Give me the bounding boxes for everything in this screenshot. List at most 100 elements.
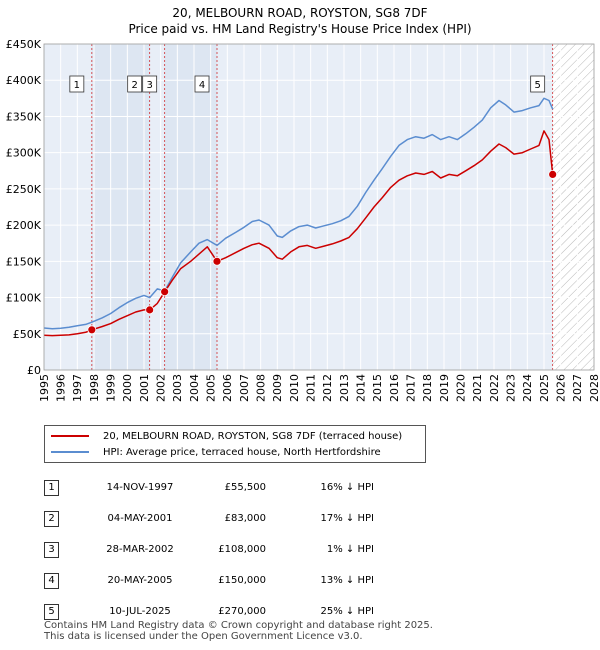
sale-number-box	[127, 75, 143, 93]
sale-hpi-diff: 13% ↓ HPI	[320, 575, 374, 586]
sale-badge: 3	[44, 541, 59, 558]
x-tick-label: 1997	[71, 374, 84, 402]
x-tick-label: 2028	[588, 374, 600, 402]
x-tick-label: 2021	[471, 374, 484, 402]
sale-number-box	[194, 75, 210, 93]
sale-hpi-diff: 25% ↓ HPI	[320, 606, 374, 617]
sale-number-label: 5	[534, 80, 540, 91]
x-tick-label: 2013	[338, 374, 351, 402]
x-tick-label: 2003	[171, 374, 184, 402]
sale-number-box	[530, 75, 546, 93]
sale-band	[164, 44, 217, 370]
sale-number-label: 3	[146, 80, 152, 91]
sale-band	[91, 44, 150, 370]
x-tick-label: 2018	[421, 374, 434, 402]
legend-item-hpi: HPI: Average price, terraced house, Nort…	[51, 444, 381, 460]
x-tick-label: 2016	[388, 374, 401, 402]
x-tick-label: 1998	[88, 374, 101, 402]
x-tick-label: 2022	[488, 374, 501, 402]
y-tick-label: £450K	[6, 38, 42, 51]
sale-number-box	[69, 75, 85, 93]
future-hatch	[552, 44, 594, 370]
table-row: 2 04-MAY-2001 £83,000 17% ↓ HPI	[44, 503, 374, 534]
x-tick-label: 2002	[155, 374, 168, 402]
y-tick-label: £100K	[6, 292, 42, 305]
footer-licence: This data is licensed under the Open Gov…	[44, 631, 363, 642]
table-row: 1 14-NOV-1997 £55,500 16% ↓ HPI	[44, 472, 374, 503]
sale-price: £55,500	[224, 482, 266, 493]
sale-badge: 1	[44, 479, 59, 496]
property-line	[44, 130, 554, 337]
x-tick-label: 2027	[571, 374, 584, 402]
footer-copyright: Contains HM Land Registry data © Crown c…	[44, 620, 433, 631]
sale-price: £150,000	[218, 575, 266, 586]
x-tick-label: 2000	[121, 374, 134, 402]
sale-badge: 5	[44, 603, 59, 620]
chart-title: 20, MELBOURN ROAD, ROYSTON, SG8 7DF	[172, 6, 428, 20]
price-chart: 1 2 3 4 5£0£50K£100K£150K£200K£250K£300K£350…	[6, 38, 600, 402]
sale-price: £270,000	[218, 606, 266, 617]
sales-table: 1 14-NOV-1997 £55,500 16% ↓ HPI 2 04-MAY…	[44, 472, 374, 627]
sale-marker	[160, 287, 170, 297]
sale-badge: 4	[44, 572, 59, 589]
sale-number-label: 4	[199, 80, 205, 91]
y-tick-label: £0	[27, 364, 41, 377]
x-tick-label: 2023	[505, 374, 518, 402]
sale-price: £108,000	[218, 544, 266, 555]
y-tick-label: £400K	[6, 74, 42, 87]
x-tick-label: 2004	[188, 374, 201, 402]
y-tick-label: £350K	[6, 110, 42, 123]
x-tick-label: 2005	[205, 374, 218, 402]
sale-hpi-diff: 17% ↓ HPI	[320, 513, 374, 524]
legend-swatch-hpi	[51, 451, 89, 453]
table-row: 4 20-MAY-2005 £150,000 13% ↓ HPI	[44, 565, 374, 596]
chart-subtitle: Price paid vs. HM Land Registry's House …	[128, 22, 472, 36]
y-tick-label: £250K	[6, 183, 42, 196]
sale-number-box	[142, 75, 158, 93]
x-tick-label: 2007	[238, 374, 251, 402]
y-tick-label: £150K	[6, 255, 42, 268]
sale-hpi-diff: 16% ↓ HPI	[320, 482, 374, 493]
sale-marker	[145, 305, 155, 315]
x-tick-label: 2012	[321, 374, 334, 402]
sale-date: 04-MAY-2001	[107, 513, 173, 524]
x-tick-label: 2001	[138, 374, 151, 402]
sale-badge: 2	[44, 510, 59, 527]
legend-item-property: 20, MELBOURN ROAD, ROYSTON, SG8 7DF (ter…	[51, 428, 402, 444]
legend-swatch-property	[51, 435, 89, 437]
sale-date: 14-NOV-1997	[106, 482, 174, 493]
x-tick-label: 2020	[455, 374, 468, 402]
x-tick-label: 2026	[555, 374, 568, 402]
sale-date: 28-MAR-2002	[106, 544, 174, 555]
y-tick-label: £50K	[13, 328, 42, 341]
x-tick-label: 2011	[305, 374, 318, 402]
x-tick-label: 2015	[371, 374, 384, 402]
y-tick-label: £200K	[6, 219, 42, 232]
sale-marker	[87, 325, 97, 335]
legend-label-property: 20, MELBOURN ROAD, ROYSTON, SG8 7DF (ter…	[103, 430, 403, 442]
sale-number-label: 2	[131, 80, 137, 91]
x-tick-label: 1995	[38, 374, 51, 402]
table-row: 3 28-MAR-2002 £108,000 1% ↓ HPI	[44, 534, 374, 565]
x-tick-label: 2019	[438, 374, 451, 402]
x-tick-label: 1999	[105, 374, 118, 402]
x-tick-label: 2006	[221, 374, 234, 402]
sale-marker	[548, 169, 558, 179]
table-row: 5 10-JUL-2025 £270,000 25% ↓ HPI	[44, 596, 374, 627]
hpi-line	[44, 97, 554, 330]
footer: Contains HM Land Registry data © Crown c…	[44, 620, 433, 642]
x-tick-label: 2024	[521, 374, 534, 402]
sale-marker	[212, 256, 222, 266]
legend-label-hpi: HPI: Average price, terraced house, Nort…	[103, 446, 381, 458]
x-tick-label: 2008	[255, 374, 268, 402]
x-tick-label: 2017	[405, 374, 418, 402]
plot-border	[43, 43, 595, 371]
x-tick-label: 2010	[288, 374, 301, 402]
x-tick-label: 2025	[538, 374, 551, 402]
sale-price: £83,000	[224, 513, 266, 524]
x-tick-label: 2009	[271, 374, 284, 402]
sale-date: 10-JUL-2025	[109, 606, 171, 617]
legend: 20, MELBOURN ROAD, ROYSTON, SG8 7DF (ter…	[44, 425, 426, 463]
sale-hpi-diff: 1% ↓ HPI	[326, 544, 374, 555]
sale-date: 20-MAY-2005	[107, 575, 173, 586]
